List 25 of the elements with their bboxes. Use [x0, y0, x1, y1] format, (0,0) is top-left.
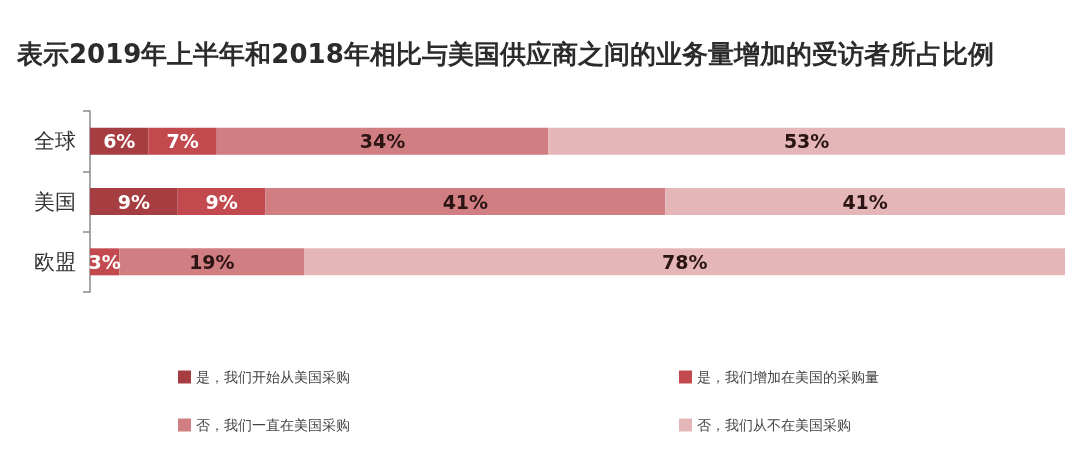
data-label: 9%	[117, 190, 151, 213]
bar	[119, 248, 305, 276]
data-label: 34%	[359, 130, 406, 153]
data-label: 78%	[662, 250, 708, 273]
data-label: 3%	[88, 250, 121, 273]
data-label: 41%	[442, 190, 489, 213]
bar	[216, 127, 549, 155]
bar	[665, 188, 1065, 215]
data-label: 41%	[842, 190, 888, 213]
data-label: 7%	[166, 130, 199, 153]
y-tick-label: 美国	[34, 189, 76, 214]
y-tick-label: 欧盟	[34, 249, 76, 274]
legend-label: 是，我们开始从美国采购	[196, 369, 350, 385]
y-tick-label: 全球	[34, 129, 76, 154]
data-label: 9%	[205, 190, 238, 213]
data-label: 19%	[189, 250, 235, 273]
legend-label: 否，我们一直在美国采购	[196, 417, 350, 433]
bar	[304, 248, 1065, 276]
data-label: 53%	[783, 130, 830, 153]
legend-label: 是，我们增加在美国的采购量	[697, 369, 879, 385]
bar	[265, 188, 666, 215]
legend-label: 否，我们从不在美国采购	[697, 417, 851, 433]
chart-title: 表示2019年上半年和2018年相比与美国供应商之间的业务量增加的受访者所占比例	[16, 39, 994, 69]
bar	[548, 127, 1065, 155]
data-label: 6%	[103, 130, 136, 153]
